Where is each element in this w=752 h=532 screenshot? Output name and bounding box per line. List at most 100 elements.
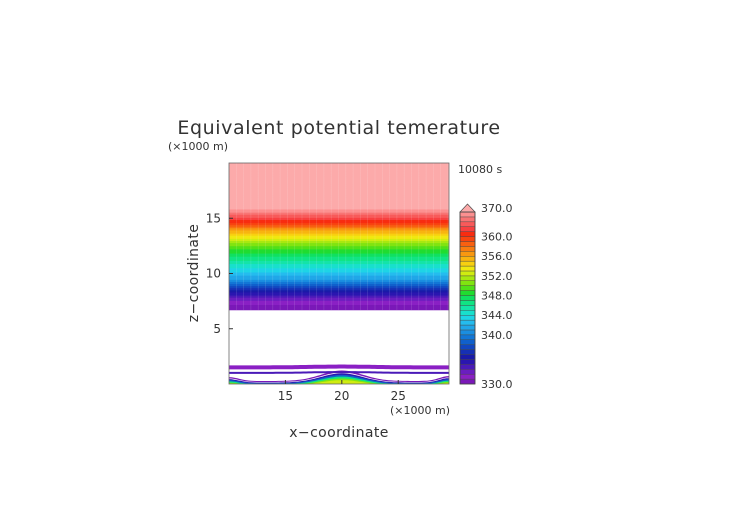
upper-band — [229, 230, 449, 233]
chart-title: Equivalent potential temerature — [177, 117, 500, 139]
plot-area — [229, 163, 449, 384]
upper-band — [229, 221, 449, 224]
colorbar-segment — [459, 226, 476, 232]
upper-band — [229, 220, 449, 223]
upper-band — [229, 242, 449, 245]
contour-grid — [229, 163, 449, 310]
upper-band — [229, 167, 449, 170]
upper-band — [229, 234, 449, 236]
colorbar-tick-label: 370.0 — [481, 202, 513, 215]
upper-band — [229, 199, 449, 202]
upper-band — [229, 305, 449, 308]
upper-band — [229, 302, 449, 304]
upper-band — [229, 198, 449, 201]
y-axis-label: z−coordinate — [186, 224, 202, 323]
x-axis-label: x−coordinate — [289, 425, 389, 441]
upper-band — [229, 210, 449, 213]
colorbar-tick-label: 352.0 — [481, 270, 513, 283]
upper-band — [229, 269, 449, 272]
upper-band — [229, 189, 449, 192]
colorbar: 330.0 340.0 344.0 348.0 352.0 356.0 360.0 370.0 — [459, 202, 513, 391]
upper-band — [229, 223, 449, 226]
colorbar-segment — [459, 344, 476, 350]
upper-band — [229, 281, 449, 283]
upper-band — [229, 286, 449, 289]
upper-band — [229, 231, 449, 234]
colorbar-over-triangle — [459, 203, 476, 213]
upper-band — [229, 172, 449, 174]
upper-layer-bands — [229, 163, 449, 311]
upper-band — [229, 267, 449, 270]
upper-band — [229, 229, 449, 232]
upper-band — [229, 271, 449, 274]
upper-band — [229, 164, 449, 167]
colorbar-segment — [459, 354, 476, 360]
upper-band — [229, 194, 449, 196]
upper-band — [229, 171, 449, 173]
colorbar-segment — [459, 339, 476, 345]
colorbar-segment — [459, 256, 476, 262]
upper-band — [229, 246, 449, 249]
upper-band — [229, 270, 449, 273]
upper-band — [229, 219, 449, 222]
colorbar-segment — [459, 315, 476, 321]
upper-band — [229, 275, 449, 277]
upper-band — [229, 291, 449, 294]
upper-band — [229, 257, 449, 259]
upper-band — [229, 303, 449, 306]
upper-band — [229, 296, 449, 298]
upper-band — [229, 214, 449, 216]
upper-band — [229, 208, 449, 211]
lower-shell-7 — [229, 380, 449, 384]
upper-band — [229, 222, 449, 225]
upper-band — [229, 239, 449, 241]
upper-band — [229, 249, 449, 252]
upper-band — [229, 247, 449, 250]
x-tick-label: 25 — [391, 389, 406, 403]
upper-band — [229, 235, 449, 237]
isoline-1 — [229, 364, 449, 370]
colorbar-segment — [459, 275, 476, 281]
upper-band — [229, 197, 449, 199]
colorbar-tick-label: 360.0 — [481, 231, 513, 244]
upper-band — [229, 175, 449, 177]
upper-band — [229, 250, 449, 253]
upper-band — [229, 170, 449, 172]
colorbar-tick-label: 344.0 — [481, 309, 513, 322]
upper-band — [229, 245, 449, 248]
upper-band — [229, 238, 449, 240]
upper-band — [229, 300, 449, 302]
upper-band — [229, 285, 449, 288]
upper-band — [229, 227, 449, 230]
upper-band — [229, 297, 449, 299]
upper-band — [229, 212, 449, 214]
colorbar-segment — [459, 285, 476, 291]
upper-band — [229, 276, 449, 278]
upper-band — [229, 177, 449, 180]
colorbar-tick-label: 330.0 — [481, 378, 513, 391]
upper-band — [229, 173, 449, 175]
upper-band — [229, 165, 449, 168]
y-unit-label: (×1000 m) — [168, 140, 228, 153]
y-tick-label: 5 — [213, 322, 221, 336]
upper-band — [229, 203, 449, 206]
upper-band — [229, 243, 449, 246]
upper-band — [229, 176, 449, 178]
upper-band — [229, 209, 449, 212]
upper-band — [229, 273, 449, 276]
upper-band — [229, 205, 449, 208]
colorbar-segment — [459, 295, 476, 301]
upper-band — [229, 183, 449, 186]
colorbar-segment — [459, 364, 476, 370]
upper-band — [229, 237, 449, 239]
upper-band — [229, 258, 449, 260]
upper-band — [229, 184, 449, 187]
upper-band — [229, 240, 449, 243]
upper-band — [229, 266, 449, 269]
upper-band — [229, 294, 449, 297]
colorbar-segment — [459, 349, 476, 355]
upper-band — [229, 174, 449, 176]
upper-band — [229, 251, 449, 254]
colorbar-segment — [459, 310, 476, 316]
colorbar-tick-label: 340.0 — [481, 329, 513, 342]
